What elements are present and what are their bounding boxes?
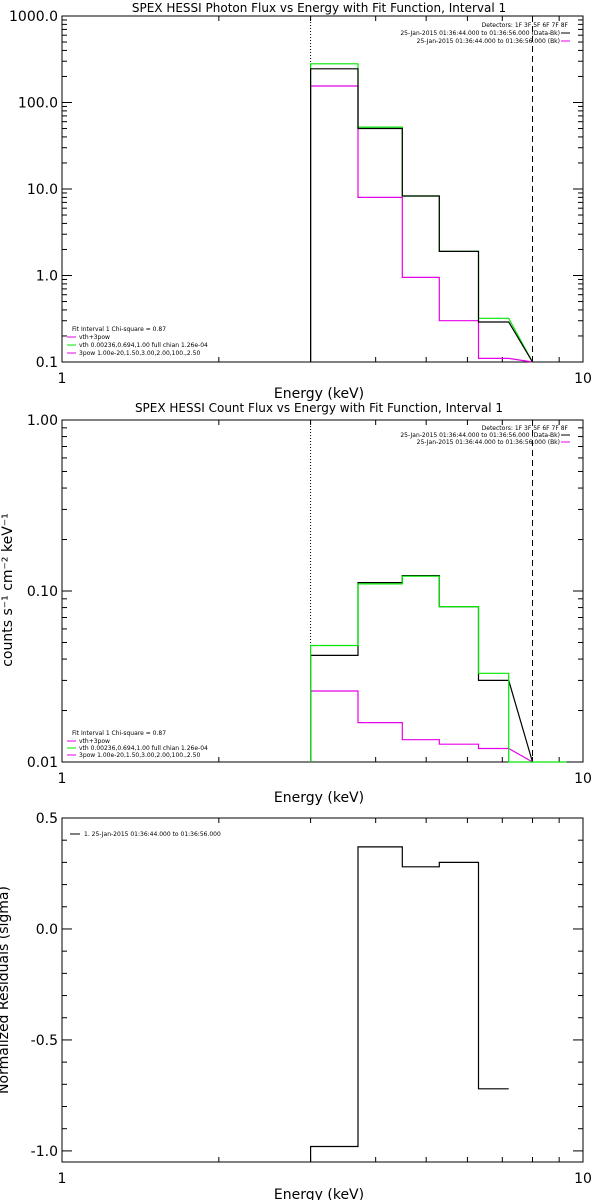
series-step-green: [310, 63, 534, 363]
y-tick-label: -1.0: [31, 1144, 58, 1160]
x-tick-label: 10: [574, 371, 592, 387]
plot-frame: [61, 817, 584, 1163]
legend-vth: vth 0.00236,0.694,1.00 full chian 1.26e-…: [79, 342, 208, 349]
plot-frame: [61, 15, 584, 363]
legend-detectors: Detectors: 1F 3F 5F 6F 7F 8F: [482, 425, 569, 432]
y-tick-label: 0.0: [36, 922, 58, 938]
residuals-legend: 1. 25-Jan-2015 01:36:44.000 to 01:36:56.…: [70, 831, 221, 838]
y-tick-label: 100.0: [18, 96, 58, 112]
y-tick-label: 0.01: [27, 755, 58, 771]
residuals-xlabel: Energy (keV): [274, 1187, 364, 1200]
series-step-black: [310, 68, 534, 363]
photon-flux-panel: SPEX HESSI Photon Flux vs Energy with Fi…: [9, 1, 592, 402]
y-tick-label: 1000.0: [9, 9, 58, 25]
photon-flux-legend-right: Detectors: 1F 3F 5F 6F 7F 8F 25-Jan-2015…: [400, 22, 570, 45]
legend-bk: 25-Jan-2015 01:36:44.000 to 01:36:56.000…: [417, 439, 560, 446]
y-tick-label: -0.5: [31, 1033, 58, 1049]
x-tick-label: 1: [58, 371, 67, 387]
y-tick-label: 0.5: [36, 811, 58, 827]
x-tick-label: 10: [574, 1171, 592, 1187]
y-tick-label: 1.0: [36, 269, 58, 285]
count-flux-title: SPEX HESSI Count Flux vs Energy with Fit…: [135, 401, 503, 415]
legend-model: vth+3pow: [79, 738, 110, 745]
y-tick-label: 10.0: [27, 182, 58, 198]
plot-frame: [61, 419, 584, 763]
legend-data-bk: 25-Jan-2015 01:36:44.000 to 01:36:56.000…: [400, 30, 560, 37]
legend-vth: vth 0.00236,0.694,1.00 full chian 1.26e-…: [79, 745, 208, 752]
series-step-black: [310, 846, 509, 1162]
legend-fit-interval: Fit Interval 1 Chi-square = 0.87: [72, 326, 166, 333]
photon-flux-legend-left: Fit Interval 1 Chi-square = 0.87 vth+3po…: [67, 326, 208, 357]
x-tick-label: 1: [58, 1171, 67, 1187]
legend-detectors: Detectors: 1F 3F 5F 6F 7F 8F: [482, 22, 569, 29]
y-tick-label: 0.1: [36, 355, 58, 371]
y-tick-label: 0.10: [27, 584, 58, 600]
legend-interval: 1. 25-Jan-2015 01:36:44.000 to 01:36:56.…: [84, 831, 221, 838]
count-flux-ylabel: counts s⁻¹ cm⁻² keV⁻¹: [0, 513, 16, 667]
count-flux-legend-right: Detectors: 1F 3F 5F 6F 7F 8F 25-Jan-2015…: [400, 425, 570, 446]
legend-model: vth+3pow: [79, 334, 110, 341]
y-tick-label: 1.00: [27, 413, 58, 429]
series-step-black: [310, 574, 534, 763]
series-step-green: [310, 575, 567, 763]
count-flux-panel: SPEX HESSI Count Flux vs Energy with Fit…: [0, 401, 592, 806]
photon-flux-xlabel: Energy (keV): [274, 386, 364, 402]
series-step-magenta: [310, 690, 533, 763]
x-tick-label: 10: [574, 771, 592, 787]
series-step-magenta: [310, 85, 533, 363]
residuals-panel: Energy (keV) Normalized Residuals (sigma…: [0, 811, 592, 1200]
legend-bk: 25-Jan-2015 01:36:44.000 to 01:36:56.000…: [417, 38, 560, 45]
legend-fit-interval: Fit Interval 1 Chi-square = 0.87: [72, 730, 166, 737]
count-flux-xlabel: Energy (keV): [274, 790, 364, 806]
legend-3pow: 3pow 1.00e-20,1.50,3.00,2.00,100.,2.50: [79, 350, 200, 357]
photon-flux-title: SPEX HESSI Photon Flux vs Energy with Fi…: [132, 1, 506, 15]
residuals-ylabel: Normalized Residuals (sigma): [0, 886, 12, 1094]
legend-3pow: 3pow 1.00e-20,1.50,3.00,2.00,100.,2.50: [79, 752, 200, 759]
count-flux-legend-left: Fit Interval 1 Chi-square = 0.87 vth+3po…: [67, 730, 208, 759]
x-tick-label: 1: [58, 771, 67, 787]
legend-data-bk: 25-Jan-2015 01:36:44.000 to 01:36:56.000…: [400, 432, 560, 439]
